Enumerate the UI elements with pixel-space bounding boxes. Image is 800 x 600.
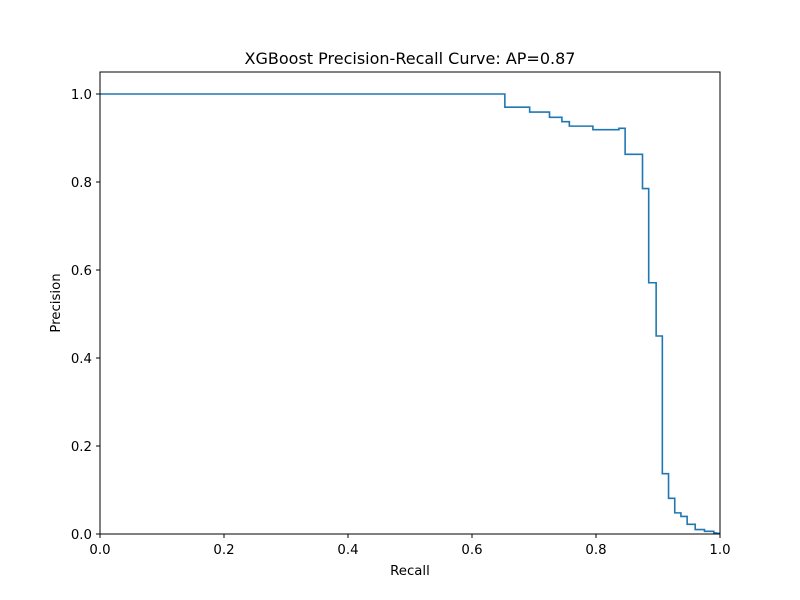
y-tick-label: 0.2 — [71, 440, 92, 455]
x-axis-label: Recall — [390, 564, 430, 579]
x-tick-label: 1.0 — [709, 543, 730, 558]
x-tick-label: 0.8 — [585, 543, 606, 558]
x-axis: 0.0 0.2 0.4 0.6 0.8 1.0 — [89, 534, 731, 558]
plot-area — [100, 93, 721, 535]
x-tick-label: 0.2 — [213, 543, 234, 558]
y-tick-label: 0.8 — [71, 176, 92, 191]
x-tick-label: 0.0 — [89, 543, 110, 558]
x-tick-label: 0.4 — [337, 543, 358, 558]
y-tick-label: 0.4 — [71, 352, 92, 367]
y-axis-label: Precision — [49, 273, 64, 332]
y-tick-label: 0.0 — [71, 528, 92, 543]
x-tick-label: 0.6 — [461, 543, 482, 558]
pr-curve-line — [100, 93, 721, 535]
axes-frame — [99, 71, 721, 535]
y-axis: 0.0 0.2 0.4 0.6 0.8 1.0 — [71, 88, 100, 543]
chart-title: XGBoost Precision-Recall Curve: AP=0.87 — [245, 49, 576, 68]
y-tick-label: 1.0 — [71, 88, 92, 103]
y-tick-label: 0.6 — [71, 264, 92, 279]
